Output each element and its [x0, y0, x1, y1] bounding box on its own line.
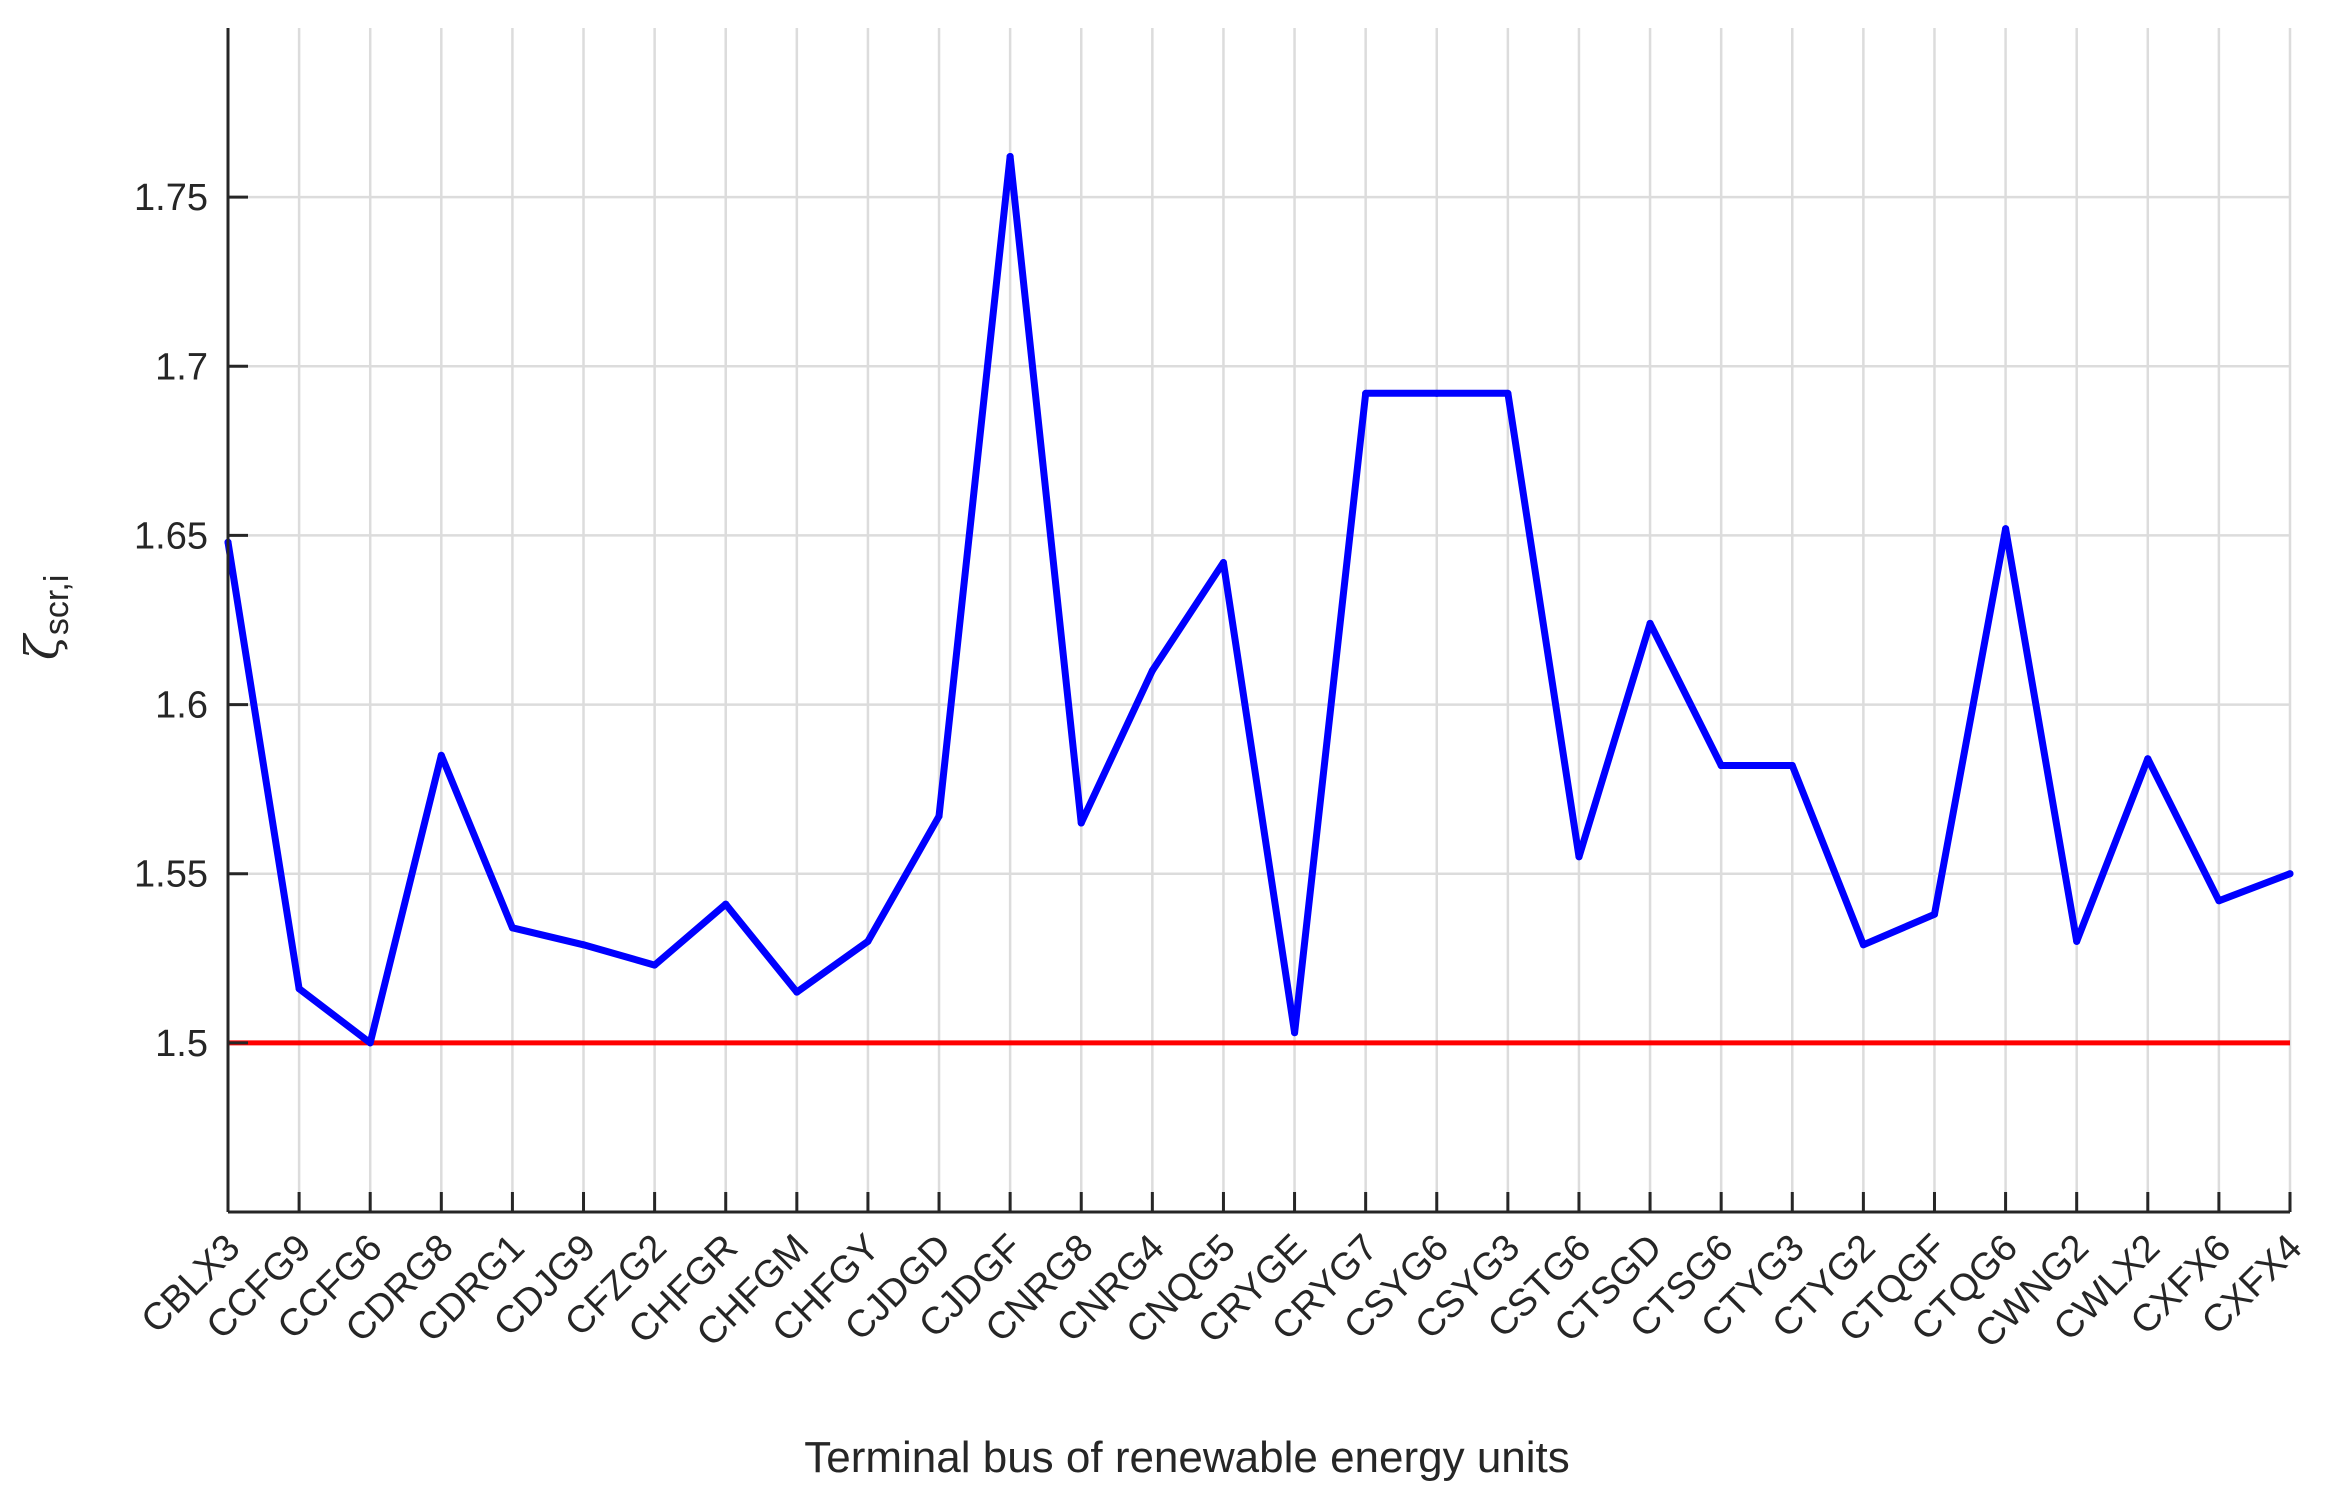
data-point — [1504, 389, 1512, 397]
data-point — [1362, 389, 1370, 397]
data-point — [1219, 558, 1227, 566]
data-point — [1077, 819, 1085, 827]
data-point — [793, 988, 801, 996]
y-axis-label: ζscr,i — [15, 575, 76, 660]
data-point — [2144, 755, 2152, 763]
data-point — [1433, 389, 1441, 397]
axes — [226, 28, 2292, 1214]
data-point — [935, 812, 943, 820]
y-tick-label: 1.55 — [134, 854, 208, 896]
y-tick-label: 1.65 — [134, 515, 208, 557]
data-point — [1930, 910, 1938, 918]
data-point — [2073, 937, 2081, 945]
y-axis-label-subscript: scr,i — [38, 575, 76, 635]
series-line — [224, 153, 2294, 1047]
data-point — [722, 900, 730, 908]
y-tick-label: 1.75 — [134, 177, 208, 219]
x-tick-labels: CBLX3CCFG9CCFG6CDRG8CDRG1CDJG9CFZG2CHFGR… — [134, 1227, 2311, 1357]
data-point — [2215, 897, 2223, 905]
data-point — [651, 961, 659, 969]
data-point — [2002, 525, 2010, 533]
y-tick-labels: 1.5 1.55 1.6 1.65 1.7 1.75 — [134, 177, 208, 1065]
data-point — [864, 937, 872, 945]
y-axis-label-symbol: ζ — [15, 632, 69, 660]
x-axis-label: Terminal bus of renewable energy units — [804, 1433, 1570, 1482]
data-point — [1859, 941, 1867, 949]
series-group — [224, 153, 2294, 1047]
data-point — [1291, 1029, 1299, 1037]
data-point — [2286, 870, 2294, 878]
y-tick-label: 1.6 — [155, 685, 208, 727]
grid — [226, 28, 2292, 1212]
data-point — [295, 985, 303, 993]
data-point — [437, 751, 445, 759]
data-point — [1148, 667, 1156, 675]
data-point — [508, 924, 516, 932]
data-point — [366, 1039, 374, 1047]
data-point — [1646, 619, 1654, 627]
data-point — [1575, 853, 1583, 861]
data-point — [1717, 761, 1725, 769]
data-point — [1788, 761, 1796, 769]
data-point — [1006, 153, 1014, 161]
y-tick-label: 1.7 — [155, 346, 208, 388]
data-point — [580, 941, 588, 949]
y-tick-label: 1.5 — [155, 1023, 208, 1065]
